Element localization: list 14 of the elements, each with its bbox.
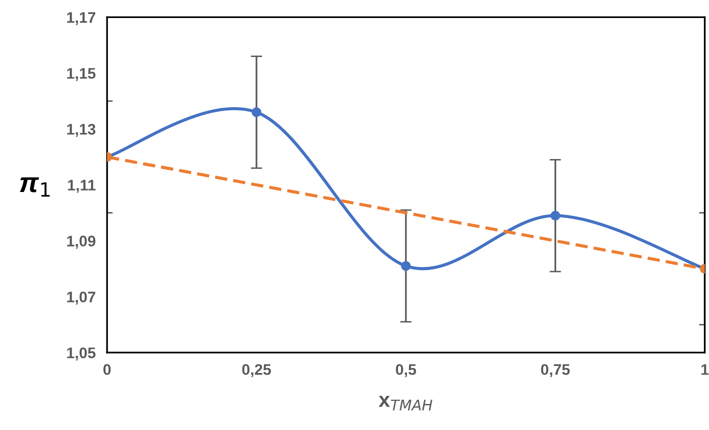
y-tick-label: 1,05 [67, 347, 96, 360]
x-axis-title: x$_{TMAH}$ [378, 396, 432, 410]
x-tick-label: 0 [103, 364, 111, 375]
y-tick-label: 1,07 [67, 292, 96, 305]
y-tick-label: 1,09 [67, 236, 96, 249]
y-tick-label: 1,17 [67, 12, 96, 26]
x-tick-label: 0,5 [396, 364, 416, 378]
y-tick-label: 1,13 [67, 124, 96, 137]
y-tick-label: 1,11 [68, 180, 96, 193]
y-tick-label: 1,15 [67, 68, 96, 81]
y-axis-title: π$_{1}$ [20, 177, 50, 197]
x-tick-label: 1 [701, 364, 709, 375]
x-tick-label: 0,75 [541, 364, 570, 378]
x-tick-label: 0,25 [242, 364, 271, 378]
